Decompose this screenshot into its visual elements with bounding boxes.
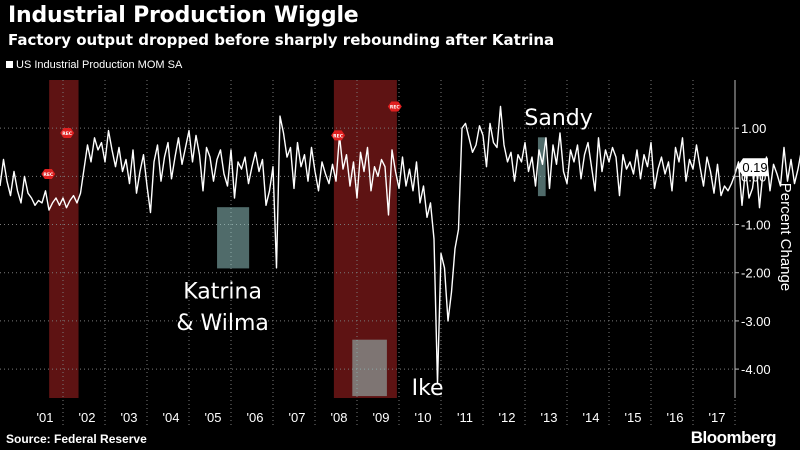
x-tick-label: '12 [499,410,516,425]
x-tick-label: '10 [415,410,432,425]
x-tick-label: '09 [373,410,390,425]
legend: US Industrial Production MOM SA [6,59,182,71]
annotation-labels: Katrina & Wilma Ike Sandy [176,106,592,401]
y-tick-label: -3.00 [741,314,771,329]
x-tick-label: '04 [163,410,180,425]
recession-band [49,80,79,398]
x-tick-labels: '01 '02 '03 '04 '05 '06 '07 '08 '09 '10 '11 '12 '13 '… [37,410,726,425]
x-tick-label: '05 [205,410,222,425]
annotation-label: & Wilma [176,311,269,336]
chart-title: Industrial Production Wiggle [8,3,359,28]
last-value-label: 0.19 [742,160,767,175]
rec-marker-badge [41,169,56,179]
y-tick-label: 1.00 [741,121,766,136]
legend-swatch [6,61,13,68]
rec-marker-badge [60,128,75,138]
rec-marker-label: REC [62,131,73,137]
y-tick-label: -4.00 [741,362,771,377]
x-tick-label: '15 [625,410,642,425]
series-line-path [0,105,800,385]
x-tick-label: '16 [667,410,684,425]
annotation-label: Ike [412,376,444,401]
rec-marker-badge [387,101,402,112]
rec-marker-badge [331,130,346,141]
y-tick-label: -1.00 [741,218,771,233]
annotation-box [217,207,250,269]
axes [734,80,739,398]
annotation-box [537,137,546,197]
rec-marker-label: REC [43,172,54,178]
x-tick-label: '03 [121,410,138,425]
annotation-box [352,339,387,397]
x-tick-label: '07 [289,410,306,425]
rec-markers: REC REC REC REC [41,101,402,179]
x-tick-label: '06 [247,410,264,425]
legend-entry: US Industrial Production MOM SA [16,59,183,71]
bloomberg-logo: Bloomberg [690,428,777,447]
x-tick-label: '01 [37,410,54,425]
last-value-box [737,158,768,177]
rec-marker-label: REC [333,133,344,139]
annotation-boxes [217,137,546,397]
chart-subtitle: Factory output dropped before sharply re… [8,31,555,49]
y-axis-label: Percent Change [777,183,794,291]
x-tick-label: '13 [541,410,558,425]
x-tick-label: '08 [331,410,348,425]
last-value-callout: 0.19 [737,158,768,177]
rec-marker-label: REC [390,105,401,111]
x-tick-label: '14 [583,410,600,425]
series-line [0,105,800,385]
source-note: Source: Federal Reserve [6,432,147,446]
annotation-label: Sandy [524,106,592,131]
annotation-label: Katrina [183,280,262,305]
x-tick-label: '02 [79,410,96,425]
x-tick-label: '11 [457,410,473,425]
y-tick-label: -2.00 [741,266,771,281]
x-tick-label: '17 [709,410,726,425]
